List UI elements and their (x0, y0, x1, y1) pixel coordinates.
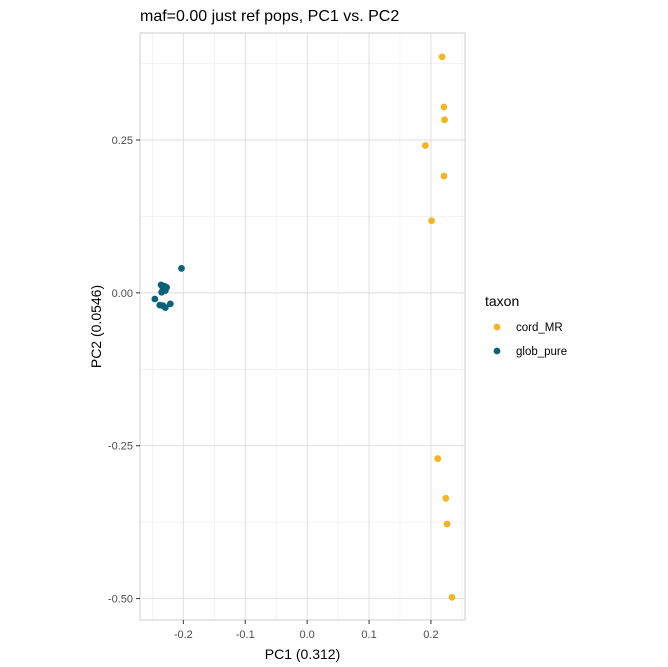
legend-label: cord_MR (516, 322, 563, 334)
x-axis-label: PC1 (0.312) (265, 646, 340, 662)
y-tick-label: -0.50 (108, 594, 133, 606)
point-cord-mr (448, 593, 456, 601)
plot-panel (139, 32, 466, 621)
point-cord-mr (443, 520, 451, 528)
x-tick-label: 0.1 (361, 629, 376, 641)
point-cord-mr (441, 116, 448, 124)
y-tick-label: -0.25 (108, 441, 133, 453)
y-axis-label: PC2 (0.0546) (88, 285, 104, 368)
point-cord-mr (440, 172, 448, 180)
axis-ticks: -0.2 -0.1 0.0 0.1 0.2 -0.50 -0.25 0.00 0.25 (108, 135, 439, 641)
x-tick-label: -0.1 (236, 629, 255, 641)
point-glob-pure (161, 304, 169, 311)
grid (140, 33, 465, 620)
point-cord-mr (421, 142, 429, 149)
legend: taxon cord_MR glob_pure (485, 293, 567, 358)
legend-title: taxon (485, 293, 519, 309)
legend-key-cord-mr (493, 323, 501, 331)
point-glob-pure (158, 288, 166, 296)
x-tick-label: 0.2 (423, 629, 438, 641)
y-tick-label: 0.00 (112, 288, 133, 300)
point-cord-mr (438, 53, 446, 61)
legend-label: glob_pure (516, 346, 567, 358)
point-glob-pure (166, 300, 174, 308)
point-glob-pure (151, 295, 159, 303)
point-cord-mr (442, 494, 450, 502)
point-cord-mr (434, 455, 442, 462)
x-tick-label: 0.0 (299, 629, 314, 641)
points (151, 53, 456, 601)
point-cord-mr (440, 103, 448, 111)
x-tick-label: -0.2 (174, 629, 193, 641)
legend-key-glob-pure (493, 347, 501, 355)
y-tick-label: 0.25 (112, 135, 133, 147)
point-cord-mr (428, 217, 435, 225)
point-glob-pure (178, 265, 185, 272)
chart-title: maf=0.00 just ref pops, PC1 vs. PC2 (140, 8, 399, 25)
